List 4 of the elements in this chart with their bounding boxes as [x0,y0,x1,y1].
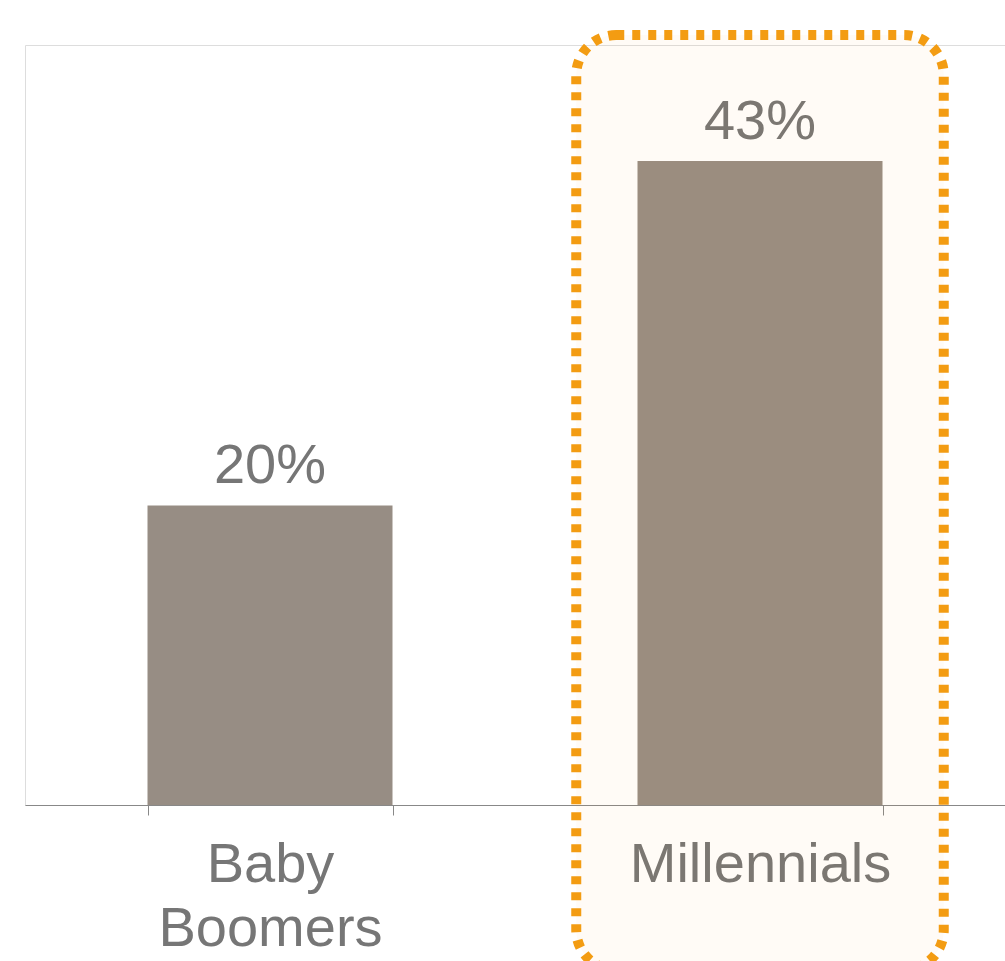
data-label: 43% [703,87,817,151]
x-tick-label: Baby Boomers [158,830,383,958]
data-label: 20% [213,432,327,496]
x-tick-label: Millennials [629,830,892,894]
